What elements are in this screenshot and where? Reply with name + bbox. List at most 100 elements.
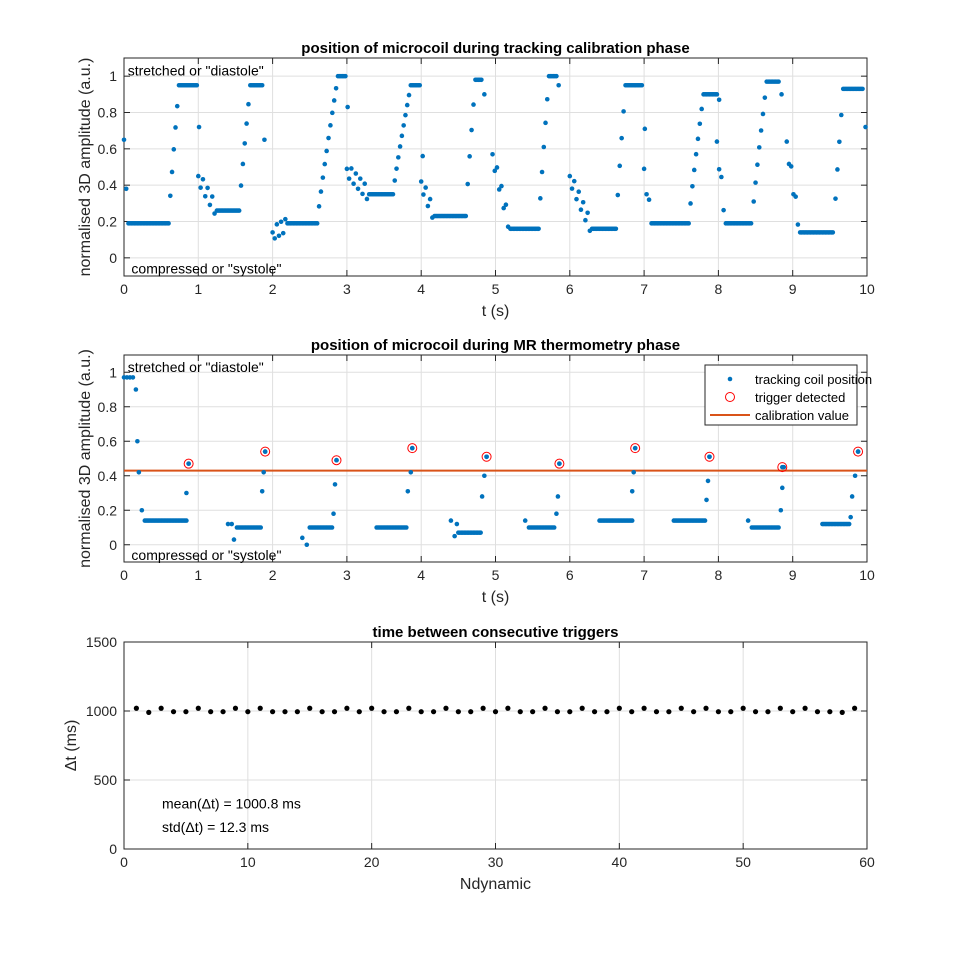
std-annotation: std(Δt) = 12.3 ms <box>162 819 269 835</box>
delta-t-point <box>814 709 821 715</box>
data-point <box>707 454 712 460</box>
annotation-stretched: stretched or "diastole" <box>128 359 264 375</box>
data-point <box>196 173 201 179</box>
x-tick-label: 8 <box>715 281 723 297</box>
data-point <box>619 135 624 141</box>
data-point <box>329 525 335 530</box>
data-point <box>716 166 722 172</box>
data-point <box>478 530 483 535</box>
data-point <box>425 203 431 209</box>
data-point <box>261 470 266 475</box>
data-point <box>849 494 855 499</box>
x-tick-label: 0 <box>120 281 128 297</box>
x-tick-label: 2 <box>269 567 277 583</box>
data-point <box>691 167 697 173</box>
delta-t-point <box>183 709 189 715</box>
data-point <box>580 199 586 205</box>
data-point <box>756 145 762 150</box>
data-point <box>409 445 415 451</box>
data-point <box>578 207 584 212</box>
data-point <box>276 233 282 239</box>
trigger-marker <box>853 446 864 457</box>
data-point <box>343 73 348 79</box>
data-point <box>316 204 322 209</box>
data-point <box>721 207 726 213</box>
data-point <box>544 96 550 102</box>
data-point <box>621 109 626 114</box>
delta-t-point <box>492 709 499 715</box>
data-point <box>631 470 636 475</box>
data-point <box>569 186 575 191</box>
data-point <box>280 230 286 236</box>
y-tick-label: 0 <box>109 537 117 553</box>
data-point <box>576 189 582 195</box>
delta-t-point <box>505 705 511 711</box>
x-tick-label: 7 <box>640 281 648 297</box>
data-point <box>238 183 244 188</box>
delta-t-point <box>629 709 635 715</box>
data-point <box>397 144 403 149</box>
legend-trigger-symbol <box>725 392 735 402</box>
y-tick-label: 0 <box>109 841 117 857</box>
x-tick-label: 4 <box>417 281 425 297</box>
data-point <box>503 202 509 207</box>
delta-t-point <box>418 709 424 715</box>
data-point <box>262 449 268 454</box>
data-point <box>225 521 231 527</box>
data-point <box>171 147 177 152</box>
data-point <box>554 511 559 516</box>
delta-t-point <box>208 709 214 715</box>
x-axis-label: Ndynamic <box>460 876 531 893</box>
legend-dot-symbol <box>727 376 733 382</box>
delta-t-point <box>567 709 573 715</box>
data-point <box>695 136 701 142</box>
data-point <box>357 176 363 181</box>
delta-t-point <box>381 709 387 715</box>
data-point <box>751 199 756 204</box>
x-axis-label: t (s) <box>482 589 510 606</box>
y-tick-label: 1500 <box>86 634 117 650</box>
delta-t-point <box>691 709 697 715</box>
data-point <box>278 219 284 225</box>
data-point <box>784 139 790 144</box>
data-point <box>846 521 852 527</box>
x-tick-label: 20 <box>364 854 380 870</box>
data-point <box>133 387 139 392</box>
data-point <box>396 155 401 160</box>
data-point <box>330 110 335 116</box>
delta-t-point <box>170 709 177 715</box>
trigger-marker <box>630 443 641 454</box>
y-tick-label: 0.8 <box>98 399 118 415</box>
delta-t-point <box>852 705 858 711</box>
data-point <box>258 525 264 530</box>
data-point <box>852 473 858 479</box>
data-point <box>617 163 623 169</box>
data-point <box>555 494 561 499</box>
delta-t-point <box>443 705 449 711</box>
data-point <box>554 73 559 79</box>
data-point <box>360 191 365 197</box>
data-point <box>423 185 428 190</box>
data-point <box>186 461 191 466</box>
delta-t-point <box>195 705 201 711</box>
x-tick-label: 3 <box>343 567 351 583</box>
delta-t-point <box>728 709 734 715</box>
data-point <box>135 438 140 444</box>
x-tick-label: 5 <box>492 281 500 297</box>
delta-t-point <box>220 709 226 715</box>
delta-t-point <box>468 709 474 715</box>
data-point <box>494 165 500 170</box>
data-point <box>205 185 210 191</box>
data-point <box>408 470 414 475</box>
data-point <box>702 518 708 523</box>
data-point <box>758 128 764 133</box>
trigger-marker <box>183 458 194 469</box>
data-point <box>835 167 840 172</box>
data-point <box>184 490 189 496</box>
data-point <box>471 102 476 107</box>
data-point <box>833 196 838 201</box>
data-point <box>244 121 249 126</box>
delta-t-point <box>480 705 486 711</box>
legend-label: trigger detected <box>755 390 845 405</box>
data-point <box>644 191 649 197</box>
